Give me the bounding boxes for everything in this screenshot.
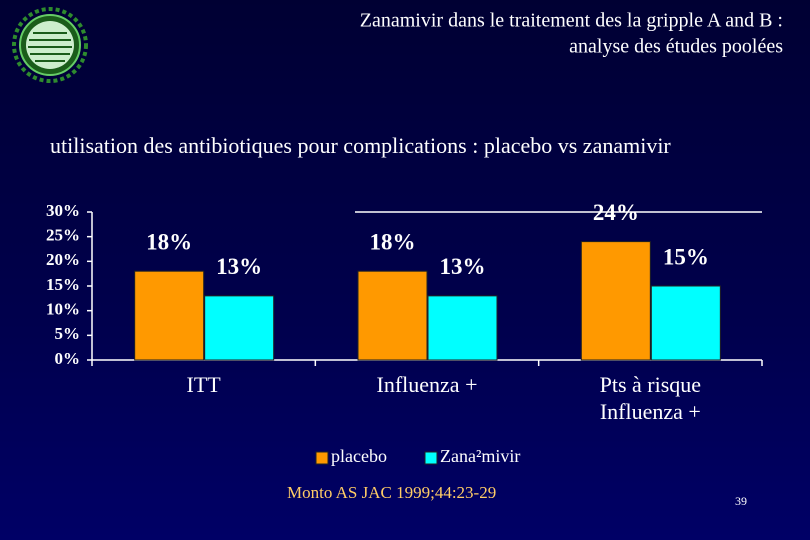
legend-swatch bbox=[424, 451, 438, 465]
y-tick-label: 30% bbox=[46, 201, 80, 220]
value-label: 24% bbox=[593, 200, 639, 225]
value-label: 15% bbox=[663, 244, 709, 269]
legend-label: Zana²mivir bbox=[440, 446, 520, 466]
y-tick-label: 0% bbox=[55, 349, 81, 368]
bar bbox=[580, 241, 651, 361]
subtitle: utilisation des antibiotiques pour compl… bbox=[50, 133, 671, 158]
bar bbox=[134, 270, 205, 361]
bar bbox=[427, 295, 498, 361]
title-line: analyse des études poolées bbox=[569, 36, 783, 58]
y-tick-label: 5% bbox=[55, 324, 81, 343]
bar bbox=[204, 295, 275, 361]
x-tick-label: ITT bbox=[186, 372, 221, 397]
virus-icon bbox=[12, 7, 88, 83]
value-label: 18% bbox=[370, 229, 416, 254]
bar bbox=[650, 285, 721, 361]
y-tick-label: 20% bbox=[46, 250, 80, 269]
x-tick-label: Pts à risque Influenza + bbox=[599, 372, 702, 424]
x-tick-label: Influenza + bbox=[376, 372, 478, 397]
legend-swatch bbox=[315, 451, 329, 465]
y-tick-label: 15% bbox=[46, 275, 80, 294]
value-label: 13% bbox=[216, 254, 262, 279]
legend-label: placebo bbox=[331, 446, 387, 466]
title-line: Zanamivir dans le traitement des la grip… bbox=[360, 10, 783, 32]
value-label: 13% bbox=[440, 254, 486, 279]
page-number: 39 bbox=[735, 494, 747, 508]
bar bbox=[357, 270, 428, 361]
source: Monto AS JAC 1999;44:23-29 bbox=[287, 483, 496, 502]
value-label: 18% bbox=[146, 229, 192, 254]
y-tick-label: 10% bbox=[46, 300, 80, 319]
y-tick-label: 25% bbox=[46, 226, 80, 245]
